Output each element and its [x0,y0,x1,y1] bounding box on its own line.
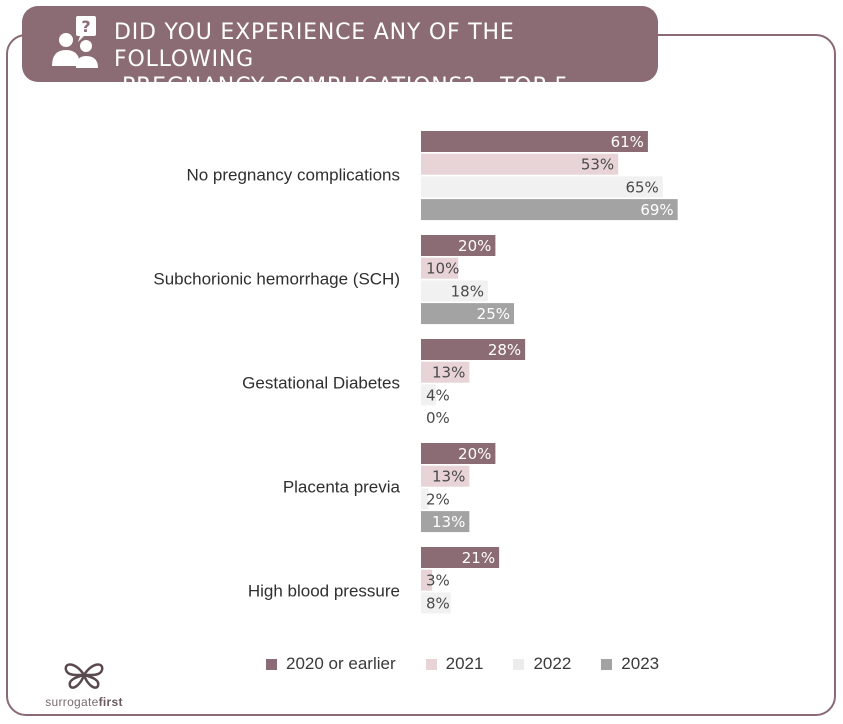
value-label-no-pregnancy-complications-2021: 53% [581,156,614,174]
value-label-high-blood-pressure-2021: 3% [426,572,450,590]
category-label-subchorionic-hemorrhage-sch: Subchorionic hemorrhage (SCH) [153,269,400,288]
legend-label: 2021 [445,654,484,673]
legend-label: 2023 [621,654,660,673]
bar-no-pregnancy-complications-2023 [421,199,678,221]
bar-placenta-previa-2022 [421,488,429,510]
legend-swatch [601,658,613,670]
value-label-placenta-previa-2020-or-earlier: 20% [458,445,491,463]
legend: 2020 or earlier 2021 2022 2023 [266,654,689,674]
brand-wordmark: surrogatefirst [45,695,123,709]
legend-swatch [266,658,277,670]
bar-no-pregnancy-complications-2021 [421,153,619,175]
svg-text:?: ? [81,17,90,36]
category-label-gestational-diabetes: Gestational Diabetes [242,373,400,392]
legend-label: 2022 [533,654,572,673]
bar-high-blood-pressure-2020-or-earlier [421,547,500,568]
bar-subchorionic-hemorrhage-sch-2022 [421,280,488,302]
bar-no-pregnancy-complications-2020-or-earlier [421,131,648,152]
value-label-placenta-previa-2021: 13% [432,468,465,486]
title-banner: ? DID YOU EXPERIENCE ANY OF THE FOLLOWIN… [22,6,658,99]
bar-high-blood-pressure-2022 [421,592,451,614]
value-label-placenta-previa-2022: 2% [426,490,450,508]
chart-title: DID YOU EXPERIENCE ANY OF THE FOLLOWING … [114,19,654,100]
value-label-gestational-diabetes-2023: 0% [426,409,450,427]
value-label-subchorionic-hemorrhage-sch-2022: 18% [451,282,484,300]
value-label-placenta-previa-2023: 13% [432,513,465,531]
value-label-subchorionic-hemorrhage-sch-2020-or-earlier: 20% [458,237,491,255]
category-label-no-pregnancy-complications: No pregnancy complications [186,165,400,184]
bar-placenta-previa-2021 [421,465,470,487]
bar-subchorionic-hemorrhage-sch-2021 [421,257,459,279]
category-label-high-blood-pressure: High blood pressure [248,581,400,600]
legend-item-2020-or-earlier: 2020 or earlier [266,654,396,674]
bar-placenta-previa-2020-or-earlier [421,443,496,464]
legend-swatch [513,658,525,670]
value-label-gestational-diabetes-2021: 13% [432,364,465,382]
bar-placenta-previa-2023 [421,511,470,533]
category-label-placenta-previa: Placenta previa [283,477,401,496]
value-label-subchorionic-hemorrhage-sch-2021: 10% [426,260,459,278]
people-question-icon: ? [52,16,98,68]
bar-subchorionic-hemorrhage-sch-2020-or-earlier [421,235,496,256]
bar-gestational-diabetes-2021 [421,361,470,383]
legend-label: 2020 or earlier [286,654,396,673]
value-label-no-pregnancy-complications-2022: 65% [625,178,658,196]
bar-subchorionic-hemorrhage-sch-2023 [421,303,514,325]
brand-logo: surrogatefirst [34,660,134,709]
value-label-high-blood-pressure-2022: 8% [426,594,450,612]
butterfly-icon [64,663,104,689]
bar-no-pregnancy-complications-2022 [421,176,663,198]
legend-swatch [425,658,437,670]
value-label-subchorionic-hemorrhage-sch-2023: 25% [477,305,510,323]
legend-item-2022: 2022 [513,654,571,674]
value-label-no-pregnancy-complications-2020-or-earlier: 61% [611,133,644,151]
value-label-gestational-diabetes-2022: 4% [426,386,450,404]
bar-gestational-diabetes-2022 [421,384,436,406]
title-line-2: PREGNANCY COMPLICATIONS? - TOP 5 [122,74,570,99]
value-label-high-blood-pressure-2020-or-earlier: 21% [462,549,495,567]
legend-item-2021: 2021 [425,654,484,674]
value-label-no-pregnancy-complications-2023: 69% [640,201,673,219]
legend-item-2023: 2023 [601,654,659,674]
bar-gestational-diabetes-2020-or-earlier [421,339,526,360]
title-line-1: DID YOU EXPERIENCE ANY OF THE FOLLOWING [114,20,515,72]
value-label-gestational-diabetes-2020-or-earlier: 28% [488,341,521,359]
bar-high-blood-pressure-2021 [421,569,433,591]
